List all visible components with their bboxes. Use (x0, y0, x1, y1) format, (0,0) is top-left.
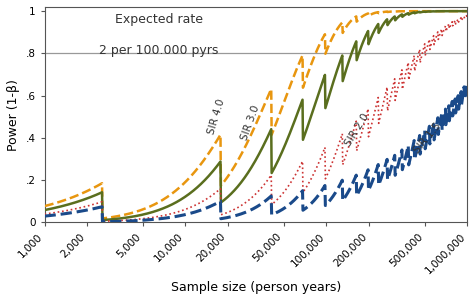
X-axis label: Sample size (person years): Sample size (person years) (171, 281, 341, 294)
Text: SIR 2.0: SIR 2.0 (343, 111, 371, 147)
Text: Expected rate: Expected rate (115, 14, 202, 26)
Text: 2 per 100.000 pyrs: 2 per 100.000 pyrs (99, 44, 219, 57)
Y-axis label: Power (1-β): Power (1-β) (7, 79, 20, 150)
Text: SIR 1.5: SIR 1.5 (412, 121, 443, 155)
Text: SIR 4.0: SIR 4.0 (206, 98, 227, 136)
Text: SIR 3.0: SIR 3.0 (239, 104, 261, 142)
